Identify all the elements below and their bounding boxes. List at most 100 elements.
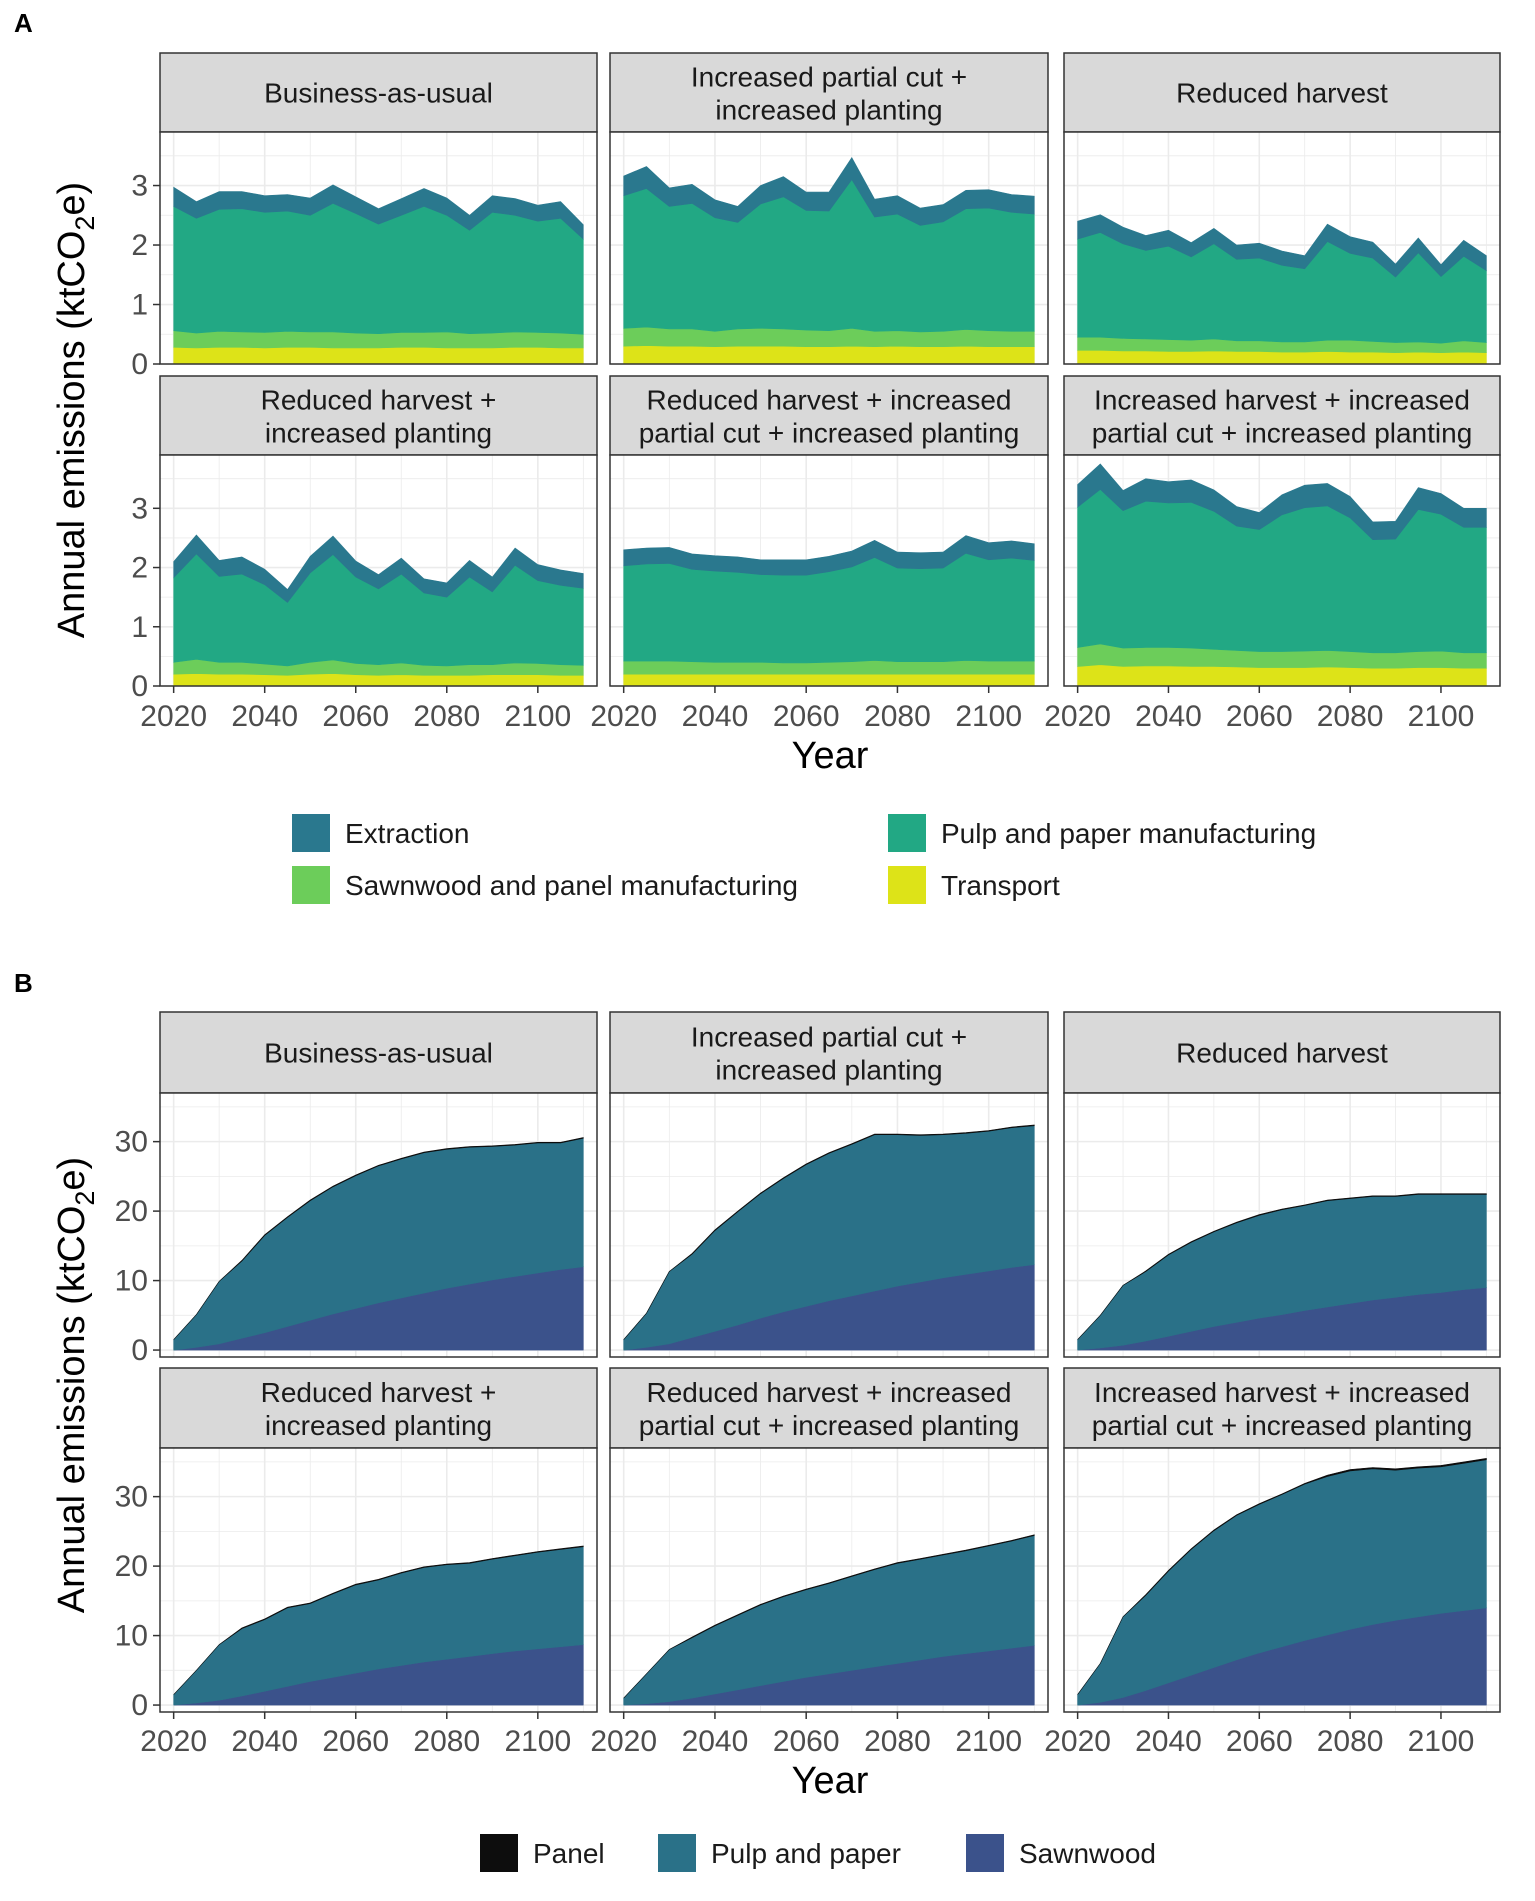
x-tick-label: 2100 xyxy=(1408,1725,1475,1758)
x-tick-label: 2100 xyxy=(955,1725,1022,1758)
x-tick-label: 2040 xyxy=(231,1725,298,1758)
plot-border xyxy=(1063,1092,1501,1358)
facet-title-line: partial cut + increased planting xyxy=(639,418,1020,449)
facet-title-line: increased planting xyxy=(265,1410,492,1441)
legend-item: Pulp and paper manufacturing xyxy=(888,814,1316,852)
y-tick-label: 1 xyxy=(131,611,148,644)
panel-letter: A xyxy=(14,8,33,38)
y-tick-label: 1 xyxy=(131,289,148,322)
legend-b: Panel Pulp and paper Sawnwood xyxy=(480,1834,1156,1872)
y-axis-title: Annual emissions (ktCO2e) xyxy=(51,182,100,638)
area-extraction xyxy=(1077,463,1487,541)
area-transport xyxy=(623,345,1035,365)
x-tick-label: 2020 xyxy=(140,700,207,733)
plot-border xyxy=(609,1447,1049,1713)
area-panel xyxy=(623,1124,1035,1340)
x-tick-label: 2020 xyxy=(1044,700,1111,733)
legend-label: Extraction xyxy=(345,818,470,849)
x-tick-label: 2040 xyxy=(1135,700,1202,733)
facet-strip xyxy=(1063,375,1501,456)
plot-border xyxy=(609,1092,1049,1358)
x-tick-label: 2040 xyxy=(682,1725,749,1758)
facet-B-3: Reduced harvest xyxy=(1063,1011,1501,1358)
facet-title-line: Reduced harvest + increased xyxy=(647,385,1012,416)
y-tick-label: 0 xyxy=(131,670,148,703)
facet-title-line: Reduced harvest + xyxy=(261,1377,497,1408)
y-axis-title-part: e) xyxy=(51,1157,93,1191)
facet-title-line: Increased harvest + increased xyxy=(1094,1377,1470,1408)
facet-strip xyxy=(1063,52,1501,133)
facet-B-4: Reduced harvest +increased planting 0 10 20… xyxy=(115,1367,598,1758)
x-tick-label: 2080 xyxy=(1317,1725,1384,1758)
facet-strip xyxy=(159,1011,598,1094)
y-axis-title-part: Annual emissions (ktCO xyxy=(51,231,93,639)
y-tick-label: 0 xyxy=(131,348,148,381)
y-tick-label: 30 xyxy=(115,1481,148,1514)
facet-strip xyxy=(159,52,598,133)
legend-key xyxy=(888,814,926,852)
area-extraction xyxy=(1077,214,1487,278)
facet-title-line: Business-as-usual xyxy=(264,78,493,109)
legend-item: Panel xyxy=(480,1834,605,1872)
legend-item: Transport xyxy=(888,866,1060,904)
plot-border xyxy=(1063,454,1501,687)
legend-label: Transport xyxy=(941,870,1060,901)
area-panel xyxy=(1077,1193,1487,1340)
facet-title-line: Reduced harvest xyxy=(1176,78,1388,109)
legend-item: Extraction xyxy=(292,814,470,852)
facet-strip xyxy=(1063,1011,1501,1094)
facet-A-2: Increased partial cut +increased plantin… xyxy=(609,52,1049,365)
area-panel xyxy=(1077,1458,1487,1695)
y-tick-label: 30 xyxy=(115,1126,148,1159)
plot-border xyxy=(1063,1447,1501,1713)
x-tick-label: 2060 xyxy=(1226,1725,1293,1758)
facet-title-line: increased planting xyxy=(265,418,492,449)
y-tick-label: 0 xyxy=(131,1689,148,1722)
legend-key xyxy=(292,866,330,904)
x-tick-label: 2100 xyxy=(1408,700,1475,733)
y-tick-label: 3 xyxy=(131,492,148,525)
y-tick-label: 2 xyxy=(131,552,148,585)
facet-title-line: increased planting xyxy=(715,1055,942,1086)
facet-title-line: Reduced harvest + increased xyxy=(647,1377,1012,1408)
facet-A-1: Business-as-usual 0 1 2 3 xyxy=(131,52,598,381)
x-tick-label: 2100 xyxy=(955,700,1022,733)
x-tick-label: 2020 xyxy=(1044,1725,1111,1758)
facet-strip xyxy=(609,1011,1049,1094)
x-tick-label: 2020 xyxy=(140,1725,207,1758)
facet-title-line: Reduced harvest + xyxy=(261,385,497,416)
legend-item: Sawnwood and panel manufacturing xyxy=(292,866,798,904)
plot-border xyxy=(159,1447,598,1713)
facet-strip xyxy=(159,375,598,456)
facet-B-1: Business-as-usual 0 10 20 30 xyxy=(115,1011,598,1367)
area-panel xyxy=(173,1545,584,1695)
x-tick-label: 2060 xyxy=(773,1725,840,1758)
facet-title-line: partial cut + increased planting xyxy=(1092,1410,1473,1441)
x-tick-label: 2040 xyxy=(1135,1725,1202,1758)
facet-title-line: partial cut + increased planting xyxy=(639,1410,1020,1441)
x-tick-label: 2080 xyxy=(864,700,931,733)
y-tick-label: 2 xyxy=(131,229,148,262)
facet-strip xyxy=(609,52,1049,133)
y-axis-title-subscript: 2 xyxy=(70,1191,100,1206)
facet-strip xyxy=(159,1367,598,1449)
plot-border xyxy=(159,131,598,365)
panel-letter: B xyxy=(14,968,33,998)
facet-A-4: Reduced harvest +increased planting 0 1 2 3 2… xyxy=(131,375,598,733)
legend-item: Sawnwood xyxy=(966,1834,1156,1872)
legend-label: Pulp and paper xyxy=(711,1838,901,1869)
x-tick-label: 2100 xyxy=(504,700,571,733)
facet-A-3: Reduced harvest xyxy=(1063,52,1501,365)
legend-label: Sawnwood and panel manufacturing xyxy=(345,870,798,901)
y-tick-label: 20 xyxy=(115,1195,148,1228)
x-tick-label: 2100 xyxy=(504,1725,571,1758)
y-axis-title: Annual emissions (ktCO2e) xyxy=(51,1157,100,1613)
area-panel xyxy=(623,1534,1035,1699)
x-tick-label: 2080 xyxy=(1317,700,1384,733)
facet-title-line: partial cut + increased planting xyxy=(1092,418,1473,449)
x-axis-title: Year xyxy=(792,1760,869,1802)
legend-a: Extraction Pulp and paper manufacturing Sa… xyxy=(292,814,1316,904)
